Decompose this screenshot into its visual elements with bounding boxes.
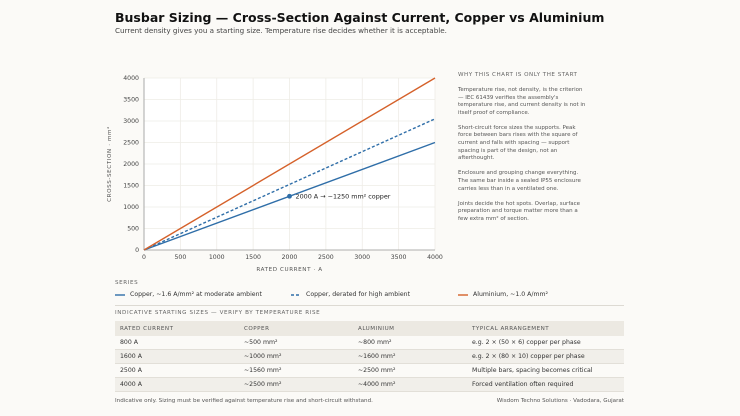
y-axis-title: CROSS-SECTION · mm²: [106, 126, 113, 202]
y-tick-label: 1000: [123, 204, 139, 211]
x-tick-label: 4000: [427, 254, 443, 261]
x-tick-label: 3500: [391, 254, 407, 261]
aside-paragraph: Enclosure and grouping change everything…: [458, 170, 581, 192]
x-tick-label: 2500: [318, 254, 334, 261]
page-title: Busbar Sizing — Cross-Section Against Cu…: [115, 10, 605, 25]
table-cell: e.g. 2 × (50 × 6) copper per phase: [467, 336, 624, 350]
legend-item-copper: Copper, ~1.6 A/mm² at moderate ambient: [115, 291, 262, 298]
aside-panel: WHY THIS CHART IS ONLY THE START Tempera…: [458, 72, 586, 231]
y-tick-label: 1500: [123, 183, 139, 190]
table-cell: 2500 A: [115, 363, 239, 378]
x-tick-label: 1500: [245, 254, 261, 261]
page-subtitle: Current density gives you a starting siz…: [115, 26, 447, 35]
x-axis-title: RATED CURRENT · A: [256, 267, 322, 273]
sizes-table: RATED CURRENT COPPER ALUMINIUM TYPICAL A…: [115, 321, 624, 392]
table-cell: ~4000 mm²: [353, 377, 467, 392]
series-line-aluminium: [143, 77, 436, 251]
table-cell: 4000 A: [115, 377, 239, 392]
table-cell: 800 A: [115, 336, 239, 350]
legend-swatch-solid-blue: [115, 293, 125, 296]
table-cell: ~2500 mm²: [353, 363, 467, 378]
aside-paragraph: Temperature rise, not density, is the cr…: [458, 87, 586, 116]
legend-item-aluminium: Aluminium, ~1.0 A/mm²: [458, 291, 548, 298]
column-header: COPPER: [239, 321, 353, 336]
table-row: 4000 A ~2500 mm² ~4000 mm² Forced ventil…: [115, 377, 624, 392]
legend-label: Copper, derated for high ambient: [306, 291, 410, 298]
chart-legend: Copper, ~1.6 A/mm² at moderate ambient C…: [115, 291, 548, 301]
y-tick-label: 4000: [123, 75, 139, 82]
table-row: 2500 A ~1560 mm² ~2500 mm² Multiple bars…: [115, 363, 624, 378]
legend-label: Aluminium, ~1.0 A/mm²: [473, 291, 548, 298]
busbar-chart: 0 500 1000 1500 2000 2500 3000 3500 4000 0 500 1000…: [106, 75, 443, 273]
legend-swatch-dashed-blue: [291, 293, 301, 296]
table-cell: Forced ventilation often required: [467, 377, 624, 392]
column-header: RATED CURRENT: [115, 321, 239, 336]
series-line-copper-derated: [143, 118, 436, 251]
annotation-label: 2000 A → ~1250 mm² copper: [296, 192, 391, 200]
table-cell: ~800 mm²: [353, 336, 467, 350]
legend-swatch-solid-orange: [458, 293, 468, 296]
table-cell: ~1000 mm²: [239, 349, 353, 364]
column-header: ALUMINIUM: [353, 321, 467, 336]
y-tick-label: 3500: [123, 97, 139, 104]
table-cell: Multiple bars, spacing becomes critical: [467, 363, 624, 378]
footnote: Indicative only. Sizing must be verified…: [115, 398, 373, 404]
x-tick-label: 2000: [282, 254, 298, 261]
table-row: 1600 A ~1000 mm² ~1600 mm² e.g. 2 × (80 …: [115, 349, 624, 364]
y-tick-label: 500: [127, 226, 139, 233]
y-tick-label: 2500: [123, 140, 139, 147]
y-tick-label: 0: [135, 247, 139, 254]
annotation-point: [287, 193, 292, 199]
column-header: TYPICAL ARRANGEMENT: [467, 321, 624, 336]
divider: [115, 305, 624, 306]
x-tick-label: 3000: [354, 254, 370, 261]
table-cell: ~2500 mm²: [239, 377, 353, 392]
table-cell: ~1600 mm²: [353, 349, 467, 364]
y-tick-label: 2000: [123, 161, 139, 168]
aside-paragraph: Joints decide the hot spots. Overlap, su…: [458, 200, 581, 222]
x-tick-label: 0: [142, 254, 146, 261]
series-heading: SERIES: [115, 280, 139, 286]
table-title: INDICATIVE STARTING SIZES — VERIFY BY TE…: [115, 310, 321, 316]
credit: Wisdom Techno Solutions · Vadodara, Guja…: [496, 398, 624, 404]
table-row: 800 A ~500 mm² ~800 mm² e.g. 2 × (50 × 6…: [115, 336, 624, 350]
x-tick-label: 1000: [209, 254, 225, 261]
table-cell: e.g. 2 × (80 × 10) copper per phase: [467, 349, 624, 364]
legend-label: Copper, ~1.6 A/mm² at moderate ambient: [130, 291, 262, 298]
table-cell: ~500 mm²: [239, 336, 353, 350]
table-cell: 1600 A: [115, 349, 239, 364]
table-cell: ~1560 mm²: [239, 363, 353, 378]
x-tick-label: 500: [174, 254, 186, 261]
aside-paragraph: Short-circuit force sizes the supports. …: [458, 124, 578, 162]
legend-item-copper-derated: Copper, derated for high ambient: [291, 291, 410, 298]
y-tick-label: 3000: [123, 118, 139, 125]
table-header-row: RATED CURRENT COPPER ALUMINIUM TYPICAL A…: [115, 321, 624, 336]
aside-title: WHY THIS CHART IS ONLY THE START: [458, 72, 578, 78]
